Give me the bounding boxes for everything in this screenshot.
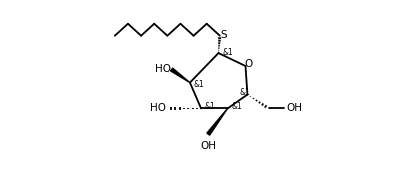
Text: HO: HO [150, 103, 166, 113]
Text: &1: &1 [194, 80, 205, 89]
Text: &1: &1 [231, 102, 242, 111]
Text: O: O [245, 59, 253, 69]
Text: &1: &1 [239, 88, 250, 97]
Text: S: S [220, 30, 226, 40]
Text: &1: &1 [205, 102, 215, 111]
Text: OH: OH [286, 103, 302, 113]
Text: &1: &1 [223, 48, 233, 57]
Text: OH: OH [200, 141, 216, 151]
Polygon shape [170, 68, 190, 83]
Polygon shape [207, 108, 228, 135]
Text: HO: HO [155, 64, 170, 74]
